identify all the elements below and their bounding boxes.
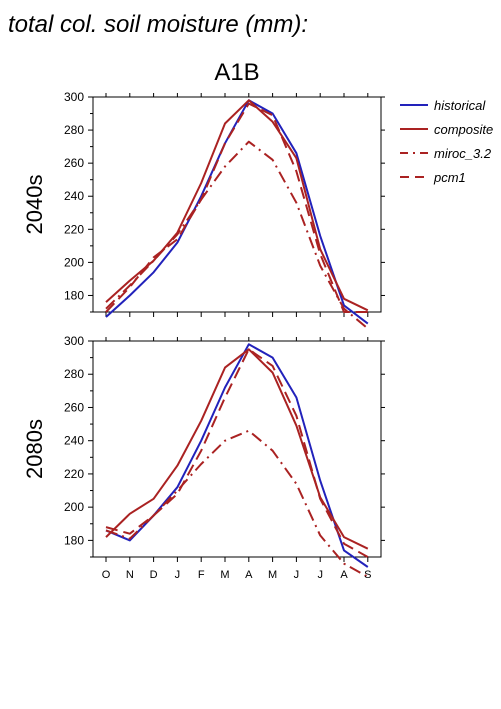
y-tick-label: 260 — [64, 400, 84, 414]
panel-2080s: 180 200 220 240 260 280 300 2080s — [22, 334, 385, 578]
series-line-pcm1 — [105, 348, 369, 558]
legend-label: composite — [434, 122, 493, 137]
x-tick-label: M — [268, 569, 277, 581]
y-tick-label: 180 — [64, 288, 84, 302]
legend-label: miroc_3.2 — [434, 146, 492, 161]
y-tick-label: 240 — [64, 189, 84, 203]
y-tick-label: 200 — [64, 255, 84, 269]
y-tick-label: 220 — [64, 467, 84, 481]
x-tick-label: S — [364, 569, 371, 581]
y-axis-label: 2040s — [22, 175, 47, 235]
x-tick-label: J — [317, 569, 323, 581]
series-line-historical — [105, 343, 369, 568]
x-tick-label: M — [220, 569, 229, 581]
y-tick-label: 300 — [64, 90, 84, 104]
series-line-historical — [105, 99, 369, 325]
x-tick-label: A — [340, 569, 348, 581]
y-tick-label: 280 — [64, 123, 84, 137]
y-axis-label: 2080s — [22, 419, 47, 479]
plot-frame — [92, 96, 382, 313]
figure-subtitle: A1B — [214, 59, 259, 86]
y-tick-label: 280 — [64, 367, 84, 381]
y-tick-label: 200 — [64, 500, 84, 514]
legend-label: historical — [434, 98, 486, 113]
series-line-miroc-3-2 — [105, 429, 369, 578]
series-line-miroc-3-2 — [105, 140, 369, 330]
figure-title: total col. soil moisture (mm): — [8, 11, 308, 38]
x-tick-label: N — [126, 569, 134, 581]
y-tick-label: 260 — [64, 156, 84, 170]
series-line-pcm1 — [105, 102, 368, 313]
plot-frame — [92, 340, 382, 558]
x-tick-label: F — [198, 569, 205, 581]
x-tick-label: J — [294, 569, 300, 581]
x-tick-label: J — [175, 569, 181, 581]
y-tick-label: 300 — [64, 334, 84, 348]
panel-2040s: 180 200 220 240 260 280 300 2040s — [22, 90, 385, 330]
y-tick-label: 220 — [64, 222, 84, 236]
x-tick-label: D — [150, 569, 158, 581]
series-line-composite — [105, 348, 369, 550]
legend-label: pcm1 — [433, 170, 466, 185]
y-tick-label: 180 — [64, 533, 84, 547]
series-line-composite — [105, 99, 369, 312]
legend: historical composite miroc_3.2 pcm1 — [400, 98, 493, 185]
x-tick-label: O — [102, 569, 111, 581]
x-tick-label: A — [245, 569, 253, 581]
y-tick-label: 240 — [64, 434, 84, 448]
